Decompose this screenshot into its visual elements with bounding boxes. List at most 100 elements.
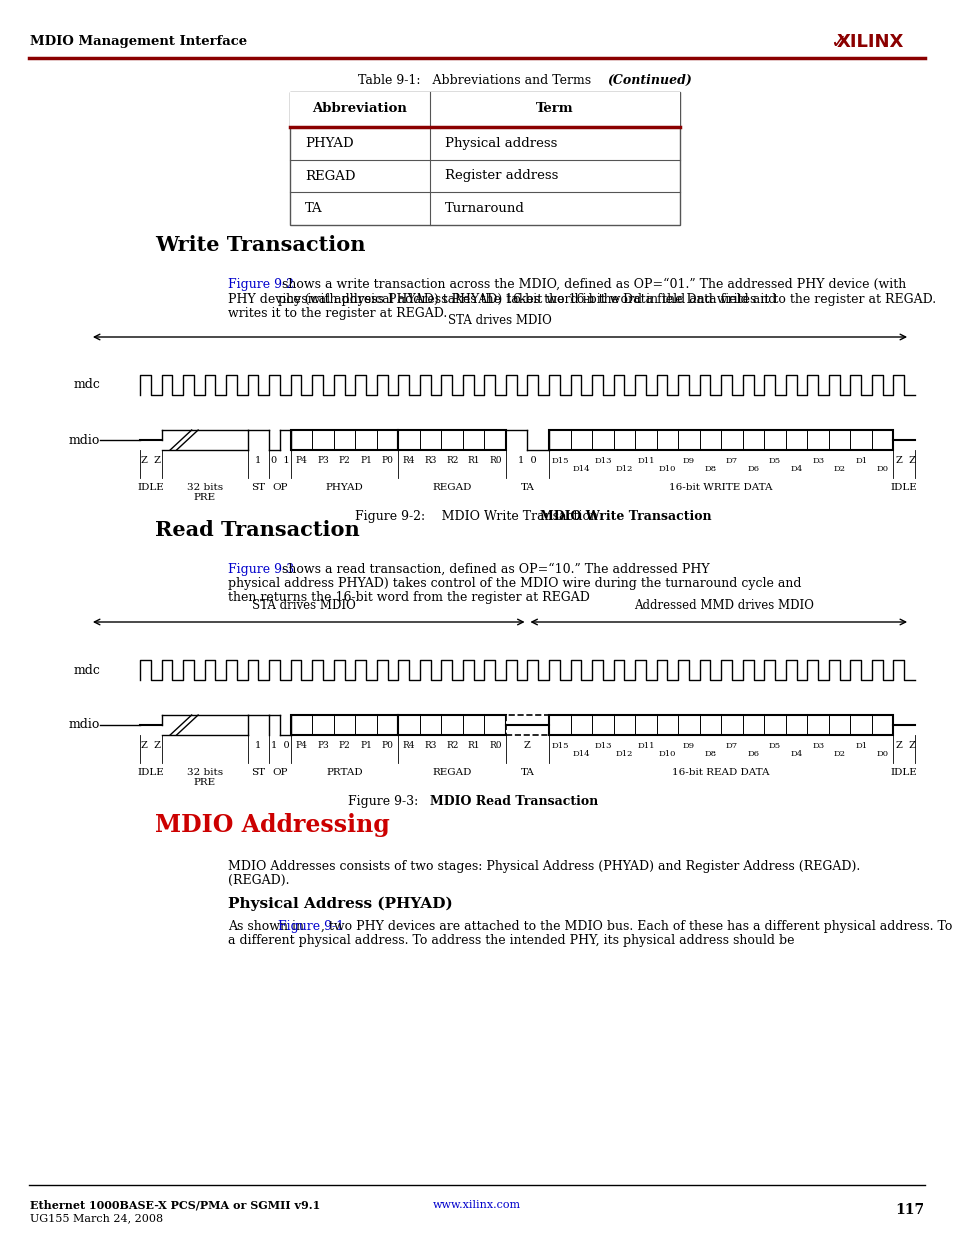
Text: R2: R2 bbox=[445, 741, 457, 750]
Text: (Continued): (Continued) bbox=[607, 74, 692, 86]
Bar bbox=[549, 430, 893, 450]
Text: D14: D14 bbox=[572, 750, 590, 758]
Bar bbox=[549, 715, 893, 735]
Text: Figure 9-2:  MDIO Write Transaction: Figure 9-2: MDIO Write Transaction bbox=[355, 510, 598, 522]
Text: D7: D7 bbox=[725, 742, 738, 750]
Text: physical address PHYAD) takes control of the MDIO wire during the turnaround cyc: physical address PHYAD) takes control of… bbox=[228, 577, 801, 590]
Text: D3: D3 bbox=[811, 457, 823, 466]
Bar bbox=[505, 715, 549, 735]
Text: 32 bits
PRE: 32 bits PRE bbox=[187, 768, 222, 788]
Text: MDIO Management Interface: MDIO Management Interface bbox=[30, 36, 247, 48]
Text: UG155 March 24, 2008: UG155 March 24, 2008 bbox=[30, 1213, 163, 1223]
Text: writes it to the register at REGAD.: writes it to the register at REGAD. bbox=[228, 308, 447, 320]
Text: P3: P3 bbox=[316, 456, 329, 466]
Text: mdc: mdc bbox=[73, 663, 100, 677]
Text: IDLE: IDLE bbox=[137, 768, 164, 777]
Text: 117: 117 bbox=[894, 1203, 923, 1216]
Text: Z  Z: Z Z bbox=[141, 741, 161, 750]
Text: D2: D2 bbox=[833, 466, 844, 473]
Text: 1  0: 1 0 bbox=[271, 741, 289, 750]
Text: www.xilinx.com: www.xilinx.com bbox=[433, 1200, 520, 1210]
Text: Table 9-1:   Abbreviations and Terms: Table 9-1: Abbreviations and Terms bbox=[358, 74, 595, 86]
Text: shows a write transaction across the MDIO, defined as OP=“01.” The addressed PHY: shows a write transaction across the MDI… bbox=[277, 278, 935, 306]
Text: PHYAD: PHYAD bbox=[305, 137, 354, 149]
Text: Write Transaction: Write Transaction bbox=[154, 235, 365, 254]
Text: REGAD: REGAD bbox=[432, 768, 472, 777]
Text: D13: D13 bbox=[594, 742, 611, 750]
Text: D8: D8 bbox=[703, 750, 716, 758]
Text: R3: R3 bbox=[424, 456, 436, 466]
Text: D12: D12 bbox=[615, 750, 633, 758]
Text: 32 bits
PRE: 32 bits PRE bbox=[187, 483, 222, 503]
Text: 16-bit WRITE DATA: 16-bit WRITE DATA bbox=[669, 483, 772, 492]
Text: P1: P1 bbox=[359, 456, 372, 466]
Text: Figure 9-3:: Figure 9-3: bbox=[348, 795, 430, 808]
Text: R0: R0 bbox=[489, 741, 501, 750]
Text: D0: D0 bbox=[876, 466, 888, 473]
Text: TA: TA bbox=[520, 483, 534, 492]
Text: D7: D7 bbox=[725, 457, 738, 466]
Text: D6: D6 bbox=[747, 750, 759, 758]
Text: D13: D13 bbox=[594, 457, 611, 466]
Bar bbox=[290, 91, 679, 225]
Text: 1: 1 bbox=[255, 456, 261, 466]
Text: Z  Z: Z Z bbox=[141, 456, 161, 466]
Bar bbox=[398, 715, 505, 735]
Text: D11: D11 bbox=[637, 457, 654, 466]
Text: D0: D0 bbox=[876, 750, 888, 758]
Text: mdio: mdio bbox=[69, 719, 100, 731]
Text: MDIO Addressing: MDIO Addressing bbox=[154, 813, 390, 837]
Text: 1  0: 1 0 bbox=[517, 456, 537, 466]
Text: R4: R4 bbox=[402, 456, 415, 466]
Text: P1: P1 bbox=[359, 741, 372, 750]
Text: 0  1: 0 1 bbox=[271, 456, 289, 466]
Bar bbox=[291, 430, 398, 450]
Text: STA drives MDIO: STA drives MDIO bbox=[448, 314, 551, 327]
Text: shows a read transaction, defined as OP=“10.” The addressed PHY: shows a read transaction, defined as OP=… bbox=[277, 563, 713, 576]
Bar bbox=[290, 91, 679, 127]
Text: Z  Z: Z Z bbox=[895, 456, 915, 466]
Bar bbox=[398, 430, 505, 450]
Text: D6: D6 bbox=[747, 466, 759, 473]
Text: ST: ST bbox=[251, 483, 265, 492]
Text: D1: D1 bbox=[854, 457, 866, 466]
Text: IDLE: IDLE bbox=[890, 483, 917, 492]
Text: D9: D9 bbox=[682, 457, 695, 466]
Text: R4: R4 bbox=[402, 741, 415, 750]
Text: D11: D11 bbox=[637, 742, 654, 750]
Text: XILINX: XILINX bbox=[836, 33, 902, 51]
Text: P4: P4 bbox=[295, 741, 307, 750]
Text: ST: ST bbox=[251, 768, 265, 777]
Text: R2: R2 bbox=[445, 456, 457, 466]
Text: REGAD: REGAD bbox=[305, 169, 355, 183]
Text: IDLE: IDLE bbox=[137, 483, 164, 492]
Text: 1: 1 bbox=[255, 741, 261, 750]
Text: D10: D10 bbox=[659, 466, 676, 473]
Text: D3: D3 bbox=[811, 742, 823, 750]
Text: PRTAD: PRTAD bbox=[326, 768, 362, 777]
Text: MDIO Addresses consists of two stages: Physical Address (PHYAD) and Register Add: MDIO Addresses consists of two stages: P… bbox=[228, 860, 860, 873]
Bar bbox=[291, 715, 398, 735]
Text: 16-bit READ DATA: 16-bit READ DATA bbox=[672, 768, 769, 777]
Text: Abbreviation: Abbreviation bbox=[313, 103, 407, 116]
Text: D2: D2 bbox=[833, 750, 844, 758]
Text: P3: P3 bbox=[316, 741, 329, 750]
Text: Figure 9-2: Figure 9-2 bbox=[228, 278, 294, 291]
Text: P2: P2 bbox=[338, 741, 350, 750]
Text: D10: D10 bbox=[659, 750, 676, 758]
Text: then returns the 16-bit word from the register at REGAD: then returns the 16-bit word from the re… bbox=[228, 592, 589, 604]
Text: STA drives MDIO: STA drives MDIO bbox=[252, 599, 355, 613]
Text: Z  Z: Z Z bbox=[895, 741, 915, 750]
Text: D8: D8 bbox=[703, 466, 716, 473]
Text: R3: R3 bbox=[424, 741, 436, 750]
Text: R1: R1 bbox=[467, 741, 479, 750]
Text: PHY device (with physical address PHYAD) takes the 16-bit word in the Data field: PHY device (with physical address PHYAD)… bbox=[228, 293, 776, 306]
Text: mdio: mdio bbox=[69, 433, 100, 447]
Text: Figure 9-1: Figure 9-1 bbox=[277, 920, 344, 932]
Text: Figure 9-3: Figure 9-3 bbox=[228, 563, 294, 576]
Text: D15: D15 bbox=[551, 742, 568, 750]
Text: Term: Term bbox=[536, 103, 573, 116]
Text: REGAD: REGAD bbox=[432, 483, 472, 492]
Text: PHYAD: PHYAD bbox=[325, 483, 363, 492]
Text: MDIO Read Transaction: MDIO Read Transaction bbox=[430, 795, 598, 808]
